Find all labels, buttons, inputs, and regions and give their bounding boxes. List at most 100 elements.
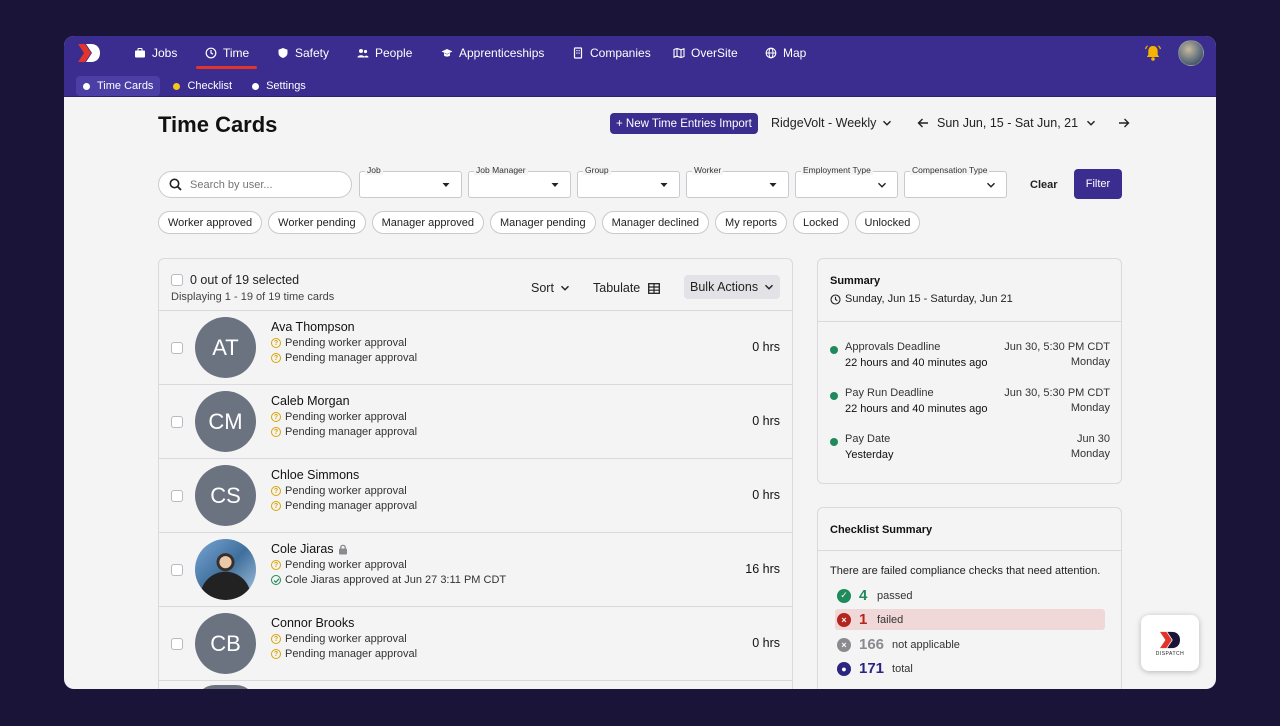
status-dot bbox=[83, 82, 90, 90]
nav-safety-label: Safety bbox=[295, 46, 330, 60]
date-range-picker: Sun Jun, 15 - Sat Jun, 21 bbox=[917, 116, 1130, 130]
deadline-name: Pay Date bbox=[845, 433, 891, 445]
filter-button[interactable]: Filter bbox=[1074, 169, 1122, 199]
checklist-not-applicable[interactable]: × 166 not applicable bbox=[835, 634, 1105, 655]
chip-unlocked[interactable]: Unlocked bbox=[854, 211, 921, 234]
manager-status: ? Pending manager approval bbox=[271, 648, 417, 660]
row-checkbox[interactable] bbox=[171, 638, 183, 650]
row-checkbox[interactable] bbox=[171, 490, 183, 502]
checklist-passed[interactable]: ✓ 4 passed bbox=[835, 585, 1105, 606]
bulk-actions-button[interactable]: Bulk Actions bbox=[684, 275, 781, 299]
pending-icon: ? bbox=[271, 412, 281, 422]
manager-status-text: Pending manager approval bbox=[285, 426, 418, 438]
sort-button[interactable]: Sort bbox=[531, 281, 570, 295]
tabulate-button[interactable]: Tabulate bbox=[593, 281, 661, 295]
select-all-checkbox[interactable] bbox=[171, 274, 183, 286]
chevron-down-icon[interactable] bbox=[1086, 118, 1096, 128]
chip-manager-approved[interactable]: Manager approved bbox=[371, 211, 484, 234]
nav-active-indicator bbox=[196, 66, 257, 69]
row-checkbox[interactable] bbox=[171, 564, 183, 576]
list-item[interactable]: CB Connor Brooks ? Pending worker approva… bbox=[159, 607, 792, 681]
worker-status-text: Pending worker approval bbox=[285, 485, 407, 497]
subtab-settings[interactable]: Settings bbox=[245, 76, 313, 96]
avatar: AT bbox=[195, 317, 256, 378]
chip-worker-approved[interactable]: Worker approved bbox=[158, 211, 263, 234]
chip-worker-pending[interactable]: Worker pending bbox=[268, 211, 366, 234]
worker-status-text: Pending worker approval bbox=[285, 559, 407, 571]
worker-select-label: Worker bbox=[692, 165, 724, 175]
worker-select[interactable]: Worker bbox=[686, 165, 789, 198]
status-dot bbox=[830, 392, 838, 400]
arrow-right-icon[interactable] bbox=[1118, 117, 1130, 129]
nav-jobs-label: Jobs bbox=[152, 46, 178, 60]
checklist-failed[interactable]: × 1 failed bbox=[835, 609, 1105, 630]
dispatch-help-button[interactable]: DISPATCH bbox=[1141, 615, 1199, 671]
nav-jobs[interactable]: Jobs bbox=[134, 46, 177, 60]
check-circle-icon bbox=[271, 575, 281, 585]
subtab-checklist-label: Checklist bbox=[187, 80, 233, 92]
employment-type-select[interactable]: Employment Type bbox=[795, 165, 898, 198]
nav-people[interactable]: People bbox=[357, 46, 412, 60]
row-checkbox[interactable] bbox=[171, 342, 183, 354]
nav-time-label: Time bbox=[223, 46, 250, 60]
pending-icon: ? bbox=[271, 353, 281, 363]
nav-companies[interactable]: Companies bbox=[572, 46, 651, 60]
hours-total: 0 hrs bbox=[752, 488, 780, 502]
arrow-left-icon[interactable] bbox=[917, 117, 929, 129]
search-input[interactable] bbox=[190, 178, 340, 191]
hours-total: 0 hrs bbox=[752, 340, 780, 354]
nav-apprenticeships[interactable]: Apprenticeships bbox=[441, 46, 544, 60]
worker-status: ? Pending worker approval bbox=[271, 633, 407, 645]
chip-locked[interactable]: Locked bbox=[793, 211, 849, 234]
group-select[interactable]: Group bbox=[577, 165, 680, 198]
bell-icon[interactable] bbox=[1144, 44, 1162, 62]
checklist-title: Checklist Summary bbox=[830, 524, 933, 536]
pending-icon: ? bbox=[271, 634, 281, 644]
job-manager-select[interactable]: Job Manager bbox=[468, 165, 571, 198]
nav-oversite[interactable]: OverSite bbox=[673, 46, 738, 60]
user-avatar[interactable] bbox=[1178, 40, 1204, 66]
list-item[interactable]: Cole Jiaras ? Pending worker approval Col… bbox=[159, 533, 792, 607]
list-item[interactable]: CS Chloe Simmons ? Pending worker approva… bbox=[159, 459, 792, 533]
nav-map[interactable]: Map bbox=[765, 46, 806, 60]
building-icon bbox=[573, 47, 583, 59]
avatar bbox=[195, 539, 256, 600]
avatar: CB bbox=[195, 613, 256, 674]
employment-type-select-label: Employment Type bbox=[801, 165, 873, 175]
schedule-value: RidgeVolt - Weekly bbox=[771, 116, 877, 130]
compensation-type-select[interactable]: Compensation Type bbox=[904, 165, 1007, 198]
deadline-day: Monday bbox=[1070, 402, 1110, 414]
list-item[interactable]: CM Caleb Morgan ? Pending worker approval… bbox=[159, 385, 792, 459]
nav-time[interactable]: Time bbox=[205, 46, 249, 60]
summary-card: Summary Sunday, Jun 15 - Saturday, Jun 2… bbox=[817, 258, 1122, 484]
chevron-down-icon bbox=[986, 182, 996, 188]
job-select[interactable]: Job bbox=[359, 165, 462, 198]
row-checkbox[interactable] bbox=[171, 416, 183, 428]
pending-icon: ? bbox=[271, 486, 281, 496]
worker-status: ? Pending worker approval bbox=[271, 485, 407, 497]
deadline-day: Monday bbox=[1070, 356, 1110, 368]
clock-icon bbox=[830, 293, 841, 305]
search-icon bbox=[169, 178, 182, 191]
chip-manager-declined[interactable]: Manager declined bbox=[601, 211, 710, 234]
chip-my-reports[interactable]: My reports bbox=[715, 211, 788, 234]
manager-status: ? Pending manager approval bbox=[271, 352, 417, 364]
nav-safety[interactable]: Safety bbox=[277, 46, 329, 60]
deadline-relative: Yesterday bbox=[845, 449, 894, 461]
pending-icon: ? bbox=[271, 338, 281, 348]
chevron-down-icon bbox=[560, 285, 569, 291]
lock-icon bbox=[338, 544, 347, 554]
list-item[interactable] bbox=[159, 681, 792, 689]
schedule-select[interactable]: RidgeVolt - Weekly bbox=[771, 116, 892, 130]
avatar: CM bbox=[195, 391, 256, 452]
app-logo[interactable] bbox=[76, 42, 102, 64]
chip-manager-pending[interactable]: Manager pending bbox=[489, 211, 596, 234]
list-item[interactable]: AT Ava Thompson ? Pending worker approval… bbox=[159, 311, 792, 385]
subtab-time-cards[interactable]: Time Cards bbox=[76, 76, 161, 96]
date-range-value[interactable]: Sun Jun, 15 - Sat Jun, 21 bbox=[937, 116, 1079, 130]
manager-status-text: Cole Jiaras approved at Jun 27 3:11 PM C… bbox=[285, 574, 507, 586]
checklist-total[interactable]: ● 171 total bbox=[835, 658, 1105, 679]
new-time-entries-import-button[interactable]: + New Time Entries Import bbox=[610, 113, 758, 134]
clear-filters-button[interactable]: Clear bbox=[1030, 179, 1058, 191]
subtab-checklist[interactable]: Checklist bbox=[166, 76, 239, 96]
